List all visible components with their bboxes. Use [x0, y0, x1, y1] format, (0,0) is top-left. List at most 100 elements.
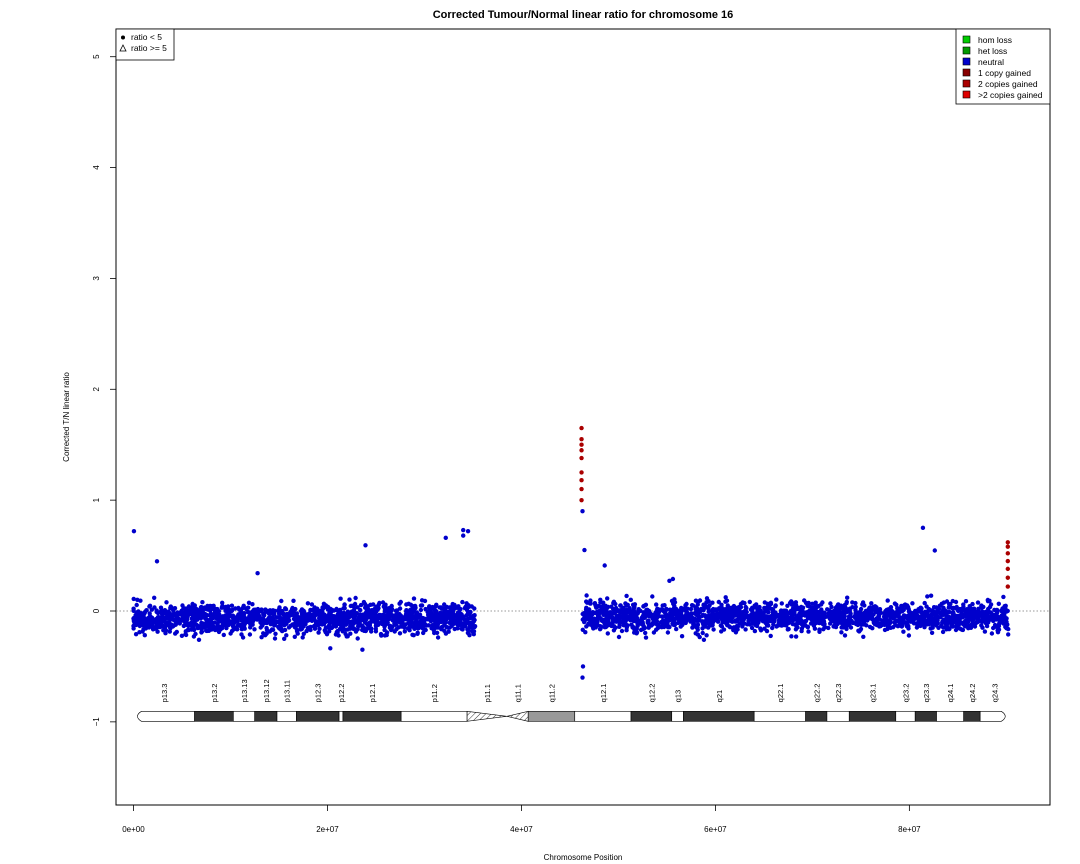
data-point	[161, 628, 166, 633]
data-point	[842, 633, 848, 638]
data-point	[422, 598, 428, 604]
data-point	[366, 626, 371, 631]
state-legend-entry: 1 copy gained	[962, 68, 1031, 78]
data-point	[404, 602, 409, 607]
data-point	[235, 623, 240, 628]
data-point	[246, 600, 252, 605]
data-point	[355, 605, 360, 610]
data-point	[888, 605, 893, 611]
data-point	[169, 605, 175, 611]
data-point	[142, 633, 147, 638]
data-point	[688, 606, 694, 612]
data-point	[584, 599, 589, 604]
data-point	[860, 600, 866, 605]
data-point	[931, 616, 937, 621]
data-point	[808, 621, 814, 626]
data-point	[244, 616, 249, 621]
band-q21: q21	[683, 690, 755, 722]
x-axis-label: Chromosome Position	[544, 853, 623, 862]
data-point	[332, 614, 337, 619]
data-point	[938, 611, 944, 616]
data-point	[461, 533, 466, 538]
band-q13: q13	[671, 690, 684, 722]
data-point	[914, 621, 919, 627]
data-point	[131, 626, 136, 631]
data-point	[725, 603, 730, 608]
data-point	[646, 619, 651, 624]
data-point	[272, 636, 278, 641]
band-q24-1: q24.1	[936, 684, 964, 722]
data-point	[821, 611, 826, 616]
data-point	[465, 616, 470, 622]
band-q22-3: q22.3	[826, 684, 850, 722]
data-point	[212, 607, 217, 612]
data-point	[991, 612, 996, 617]
color-swatch-icon	[962, 90, 971, 99]
data-point	[842, 610, 848, 616]
data-point	[412, 621, 417, 627]
data-point	[138, 598, 143, 603]
data-point	[221, 632, 226, 638]
data-point	[363, 610, 368, 616]
data-point	[345, 610, 351, 616]
data-point	[928, 626, 933, 631]
data-point	[199, 620, 204, 626]
data-point	[918, 605, 923, 611]
state-legend-label: het loss	[978, 46, 1007, 56]
data-point	[914, 612, 920, 618]
data-point	[675, 611, 680, 617]
data-point	[679, 634, 685, 639]
band-label: q23.3	[922, 684, 931, 703]
data-point	[237, 607, 242, 612]
data-point	[895, 608, 900, 613]
data-point	[987, 617, 993, 622]
data-point	[667, 578, 672, 583]
data-point	[309, 602, 315, 607]
data-point	[133, 632, 139, 637]
data-point	[738, 601, 744, 607]
data-point	[829, 604, 834, 610]
data-point	[443, 617, 448, 622]
data-point	[363, 605, 368, 610]
data-point	[163, 620, 169, 626]
data-point	[247, 614, 253, 619]
data-point	[390, 617, 395, 623]
band-label: p13.11	[283, 680, 292, 702]
data-point	[1003, 607, 1009, 613]
data-point	[343, 616, 348, 621]
data-point	[420, 625, 425, 630]
data-point	[278, 620, 283, 626]
y-tick-label: 2	[92, 387, 101, 392]
data-point	[979, 605, 984, 610]
data-point	[149, 615, 155, 620]
data-point	[301, 631, 306, 636]
data-point	[273, 619, 278, 624]
data-point	[144, 608, 149, 613]
data-point	[895, 624, 901, 629]
data-point	[214, 615, 219, 621]
data-point	[145, 616, 151, 621]
data-point	[579, 455, 584, 461]
data-point	[659, 607, 664, 612]
data-point	[934, 605, 939, 610]
data-point	[906, 613, 912, 618]
data-point	[662, 623, 668, 629]
data-point	[641, 613, 646, 618]
data-point	[863, 611, 869, 616]
data-point	[844, 599, 849, 605]
data-point	[751, 620, 756, 625]
band-label: q22.3	[834, 684, 843, 703]
y-tick-label: 5	[92, 54, 101, 59]
data-point	[408, 602, 414, 607]
data-point	[871, 604, 876, 610]
data-point	[828, 601, 833, 606]
data-point	[183, 632, 189, 638]
data-point	[853, 615, 858, 621]
data-point	[327, 629, 332, 634]
data-point	[914, 625, 920, 630]
data-point	[416, 625, 421, 631]
data-point	[442, 602, 447, 607]
data-point	[378, 631, 384, 637]
data-point	[815, 610, 821, 616]
data-point	[377, 600, 382, 606]
